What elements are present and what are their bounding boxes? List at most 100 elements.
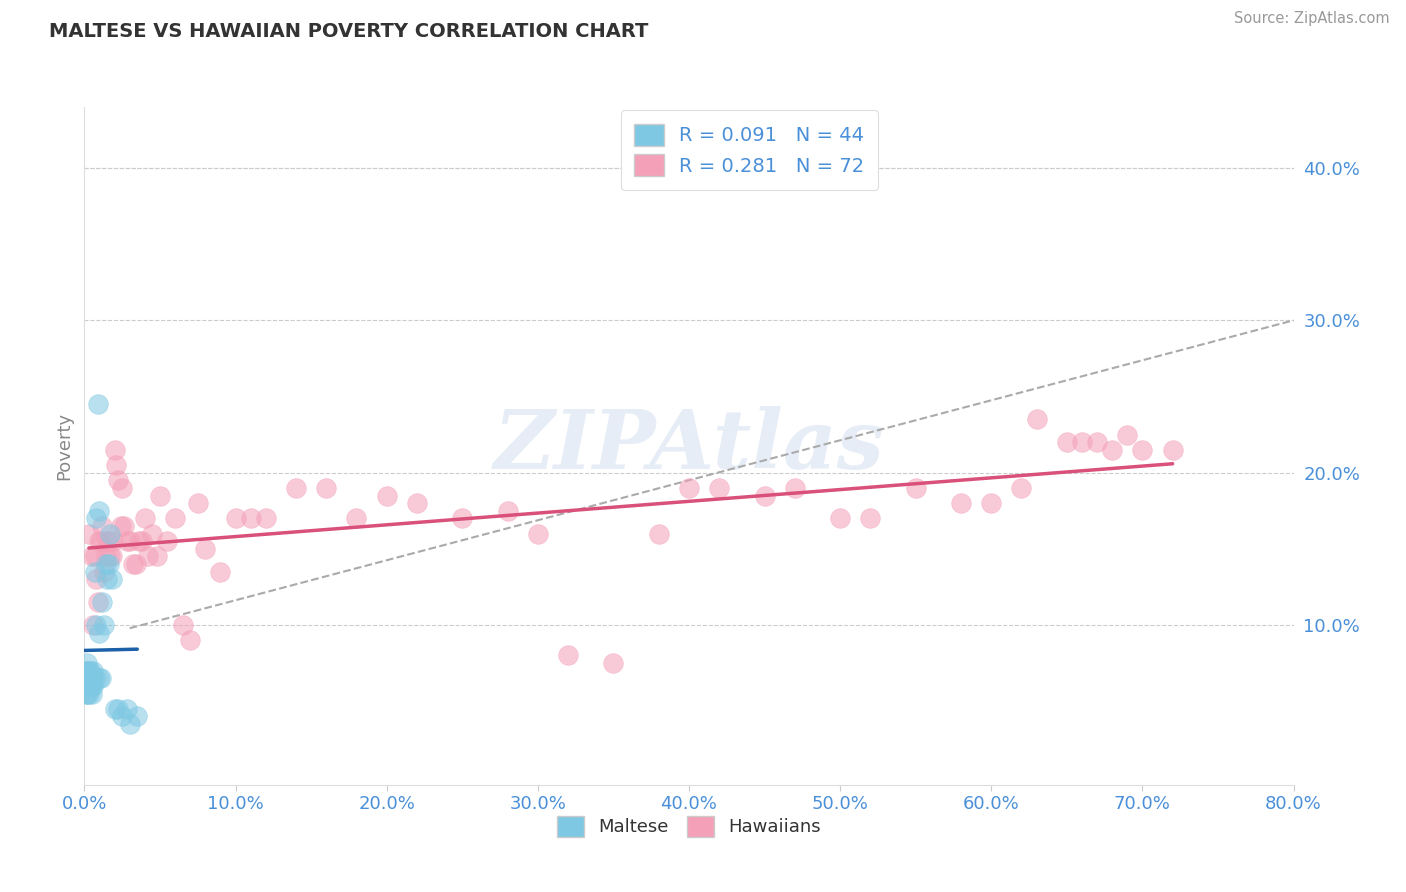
Point	[76, 664, 98, 678]
Point	[86, 618, 108, 632]
Point	[77, 671, 100, 685]
Point	[100, 549, 122, 564]
Legend: Maltese, Hawaiians: Maltese, Hawaiians	[550, 808, 828, 844]
Point	[98, 549, 121, 564]
Point	[111, 709, 134, 723]
Point	[90, 534, 112, 549]
Point	[1116, 427, 1139, 442]
Point	[557, 648, 579, 663]
Point	[1085, 435, 1108, 450]
Point	[648, 526, 671, 541]
Point	[75, 671, 97, 685]
Point	[107, 473, 129, 487]
Point	[93, 565, 115, 579]
Point	[75, 679, 97, 693]
Point	[77, 664, 100, 678]
Point	[127, 709, 149, 723]
Point	[678, 481, 700, 495]
Point	[89, 534, 111, 549]
Point	[110, 519, 132, 533]
Point	[84, 671, 107, 685]
Point	[904, 481, 927, 495]
Point	[84, 565, 107, 579]
Point	[91, 595, 114, 609]
Point	[128, 534, 150, 549]
Point	[115, 534, 138, 549]
Point	[225, 511, 247, 525]
Point	[1011, 481, 1033, 495]
Point	[79, 664, 101, 678]
Point	[82, 679, 104, 693]
Point	[146, 549, 169, 564]
Point	[80, 687, 103, 701]
Point	[239, 511, 262, 525]
Point	[80, 549, 103, 564]
Point	[79, 679, 101, 693]
Point	[830, 511, 852, 525]
Point	[950, 496, 973, 510]
Point	[1161, 442, 1184, 457]
Point	[1056, 435, 1078, 450]
Point	[131, 534, 153, 549]
Point	[82, 618, 104, 632]
Point	[80, 679, 103, 693]
Point	[1130, 442, 1153, 457]
Point	[86, 572, 108, 586]
Point	[980, 496, 1002, 510]
Point	[1025, 412, 1047, 426]
Point	[80, 671, 103, 685]
Point	[89, 504, 111, 518]
Point	[75, 687, 97, 701]
Point	[104, 442, 127, 457]
Point	[1101, 442, 1123, 457]
Point	[496, 504, 519, 518]
Point	[254, 511, 277, 525]
Point	[118, 534, 141, 549]
Point	[156, 534, 179, 549]
Point	[859, 511, 882, 525]
Point	[87, 397, 110, 411]
Point	[97, 534, 120, 549]
Point	[107, 702, 129, 716]
Point	[451, 511, 474, 525]
Point	[96, 534, 118, 549]
Point	[754, 489, 776, 503]
Point	[187, 496, 209, 510]
Point	[783, 481, 806, 495]
Point	[89, 625, 111, 640]
Point	[76, 679, 98, 693]
Point	[96, 572, 118, 586]
Point	[179, 633, 201, 648]
Point	[602, 656, 624, 670]
Point	[76, 687, 98, 701]
Point	[91, 519, 114, 533]
Text: ZIPAtlas: ZIPAtlas	[494, 406, 884, 486]
Point	[101, 534, 124, 549]
Point	[77, 526, 100, 541]
Point	[89, 671, 111, 685]
Point	[94, 549, 117, 564]
Point	[115, 702, 138, 716]
Point	[84, 549, 107, 564]
Point	[709, 481, 731, 495]
Point	[105, 458, 128, 472]
Point	[104, 702, 127, 716]
Point	[141, 526, 163, 541]
Point	[93, 618, 115, 632]
Point	[79, 671, 101, 685]
Y-axis label: Poverty: Poverty	[55, 412, 73, 480]
Point	[121, 557, 143, 571]
Point	[94, 557, 117, 571]
Point	[90, 671, 112, 685]
Point	[111, 481, 134, 495]
Point	[346, 511, 368, 525]
Point	[77, 679, 100, 693]
Point	[82, 671, 104, 685]
Point	[76, 671, 98, 685]
Point	[118, 717, 141, 731]
Point	[285, 481, 308, 495]
Point	[194, 541, 217, 556]
Point	[134, 511, 156, 525]
Point	[315, 481, 337, 495]
Point	[136, 549, 159, 564]
